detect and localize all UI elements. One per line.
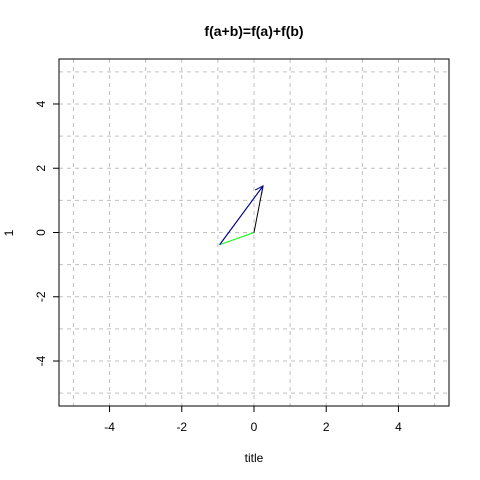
y-axis: -4 -2 0 2 4 bbox=[34, 100, 59, 366]
x-tick-label: 4 bbox=[395, 420, 402, 434]
y-tick-label: -2 bbox=[34, 291, 48, 302]
arrow-head bbox=[254, 184, 264, 195]
x-tick-label: -4 bbox=[104, 420, 115, 434]
x-tick-label: -2 bbox=[176, 420, 187, 434]
x-tick-label: 2 bbox=[323, 420, 330, 434]
x-tick-label: 0 bbox=[251, 420, 258, 434]
vector-line bbox=[219, 185, 264, 246]
y-axis-label: 1 bbox=[2, 229, 16, 236]
chart-title: f(a+b)=f(a)+f(b) bbox=[204, 23, 303, 39]
y-tick-label: -4 bbox=[34, 355, 48, 366]
y-tick-label: 0 bbox=[34, 229, 48, 236]
vectors bbox=[58, 103, 264, 246]
vector-line bbox=[219, 232, 255, 246]
x-axis-label: title bbox=[245, 451, 264, 465]
y-tick-label: 2 bbox=[34, 165, 48, 172]
y-tick-label: 4 bbox=[34, 100, 48, 107]
x-axis: -4 -2 0 2 4 bbox=[104, 406, 402, 434]
